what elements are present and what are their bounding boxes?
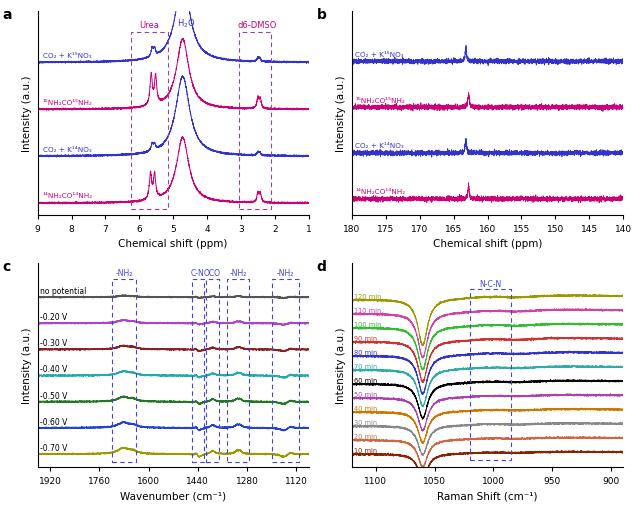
Y-axis label: Intensity (a.u.): Intensity (a.u.) <box>337 75 346 152</box>
Text: no potential: no potential <box>40 287 86 295</box>
Text: 100 min: 100 min <box>355 322 381 327</box>
Text: 50 min: 50 min <box>355 391 378 398</box>
Text: ¹⁵NH₂CO¹⁵NH₂: ¹⁵NH₂CO¹⁵NH₂ <box>43 99 93 105</box>
Y-axis label: Intensity (a.u.): Intensity (a.u.) <box>22 327 32 404</box>
Text: 90 min: 90 min <box>355 335 378 342</box>
Text: ¹⁴NH₂CO¹⁴NH₂: ¹⁴NH₂CO¹⁴NH₂ <box>43 193 93 199</box>
Text: b: b <box>317 8 326 22</box>
Text: -NH₂: -NH₂ <box>115 269 132 278</box>
Text: -0.60 V: -0.60 V <box>40 417 67 426</box>
Text: Urea: Urea <box>140 21 159 30</box>
Text: CO₂ + K¹⁴NO₃: CO₂ + K¹⁴NO₃ <box>43 146 92 152</box>
Text: d6-DMSO: d6-DMSO <box>237 21 277 30</box>
X-axis label: Chemical shift (ppm): Chemical shift (ppm) <box>433 239 542 249</box>
X-axis label: Chemical shift (ppm): Chemical shift (ppm) <box>118 239 228 249</box>
Text: -0.50 V: -0.50 V <box>40 391 67 400</box>
Text: 80 min: 80 min <box>355 350 378 355</box>
Text: c: c <box>3 260 11 273</box>
Text: -0.70 V: -0.70 V <box>40 443 67 452</box>
Text: -0.30 V: -0.30 V <box>40 338 67 348</box>
Text: 110 min: 110 min <box>355 307 381 314</box>
Text: -NH₂: -NH₂ <box>229 269 246 278</box>
Text: N-C-N: N-C-N <box>479 279 502 289</box>
Y-axis label: Intensity (a.u.): Intensity (a.u.) <box>22 75 32 152</box>
Text: 20 min: 20 min <box>355 434 378 439</box>
Text: 30 min: 30 min <box>355 419 378 426</box>
Text: CO₂ + K¹⁵NO₃: CO₂ + K¹⁵NO₃ <box>355 51 404 58</box>
Text: H$_2$O: H$_2$O <box>177 17 196 30</box>
Text: -NH₂: -NH₂ <box>277 269 294 278</box>
Text: -0.40 V: -0.40 V <box>40 365 67 374</box>
X-axis label: Raman Shift (cm⁻¹): Raman Shift (cm⁻¹) <box>437 491 538 501</box>
Text: 40 min: 40 min <box>355 406 378 411</box>
Text: -0.20 V: -0.20 V <box>40 313 67 322</box>
Text: 120 min: 120 min <box>355 294 381 299</box>
X-axis label: Wavenumber (cm⁻¹): Wavenumber (cm⁻¹) <box>120 491 227 501</box>
Text: CO₂ + K¹⁴NO₃: CO₂ + K¹⁴NO₃ <box>355 143 404 149</box>
Text: d: d <box>317 260 326 273</box>
Text: ¹⁵NH₂CO¹⁵NH₂: ¹⁵NH₂CO¹⁵NH₂ <box>355 97 405 103</box>
Y-axis label: Intensity (a.u.): Intensity (a.u.) <box>337 327 346 404</box>
Text: OCO: OCO <box>204 269 221 278</box>
Text: CO₂ + K¹⁵NO₃: CO₂ + K¹⁵NO₃ <box>43 53 92 59</box>
Text: 10 min: 10 min <box>355 447 378 454</box>
Text: C-N: C-N <box>191 269 205 278</box>
Text: a: a <box>3 8 12 22</box>
Text: ¹⁴NH₂CO¹⁴NH₂: ¹⁴NH₂CO¹⁴NH₂ <box>355 189 406 195</box>
Text: 70 min: 70 min <box>355 363 378 370</box>
Text: 60 min: 60 min <box>355 378 378 383</box>
